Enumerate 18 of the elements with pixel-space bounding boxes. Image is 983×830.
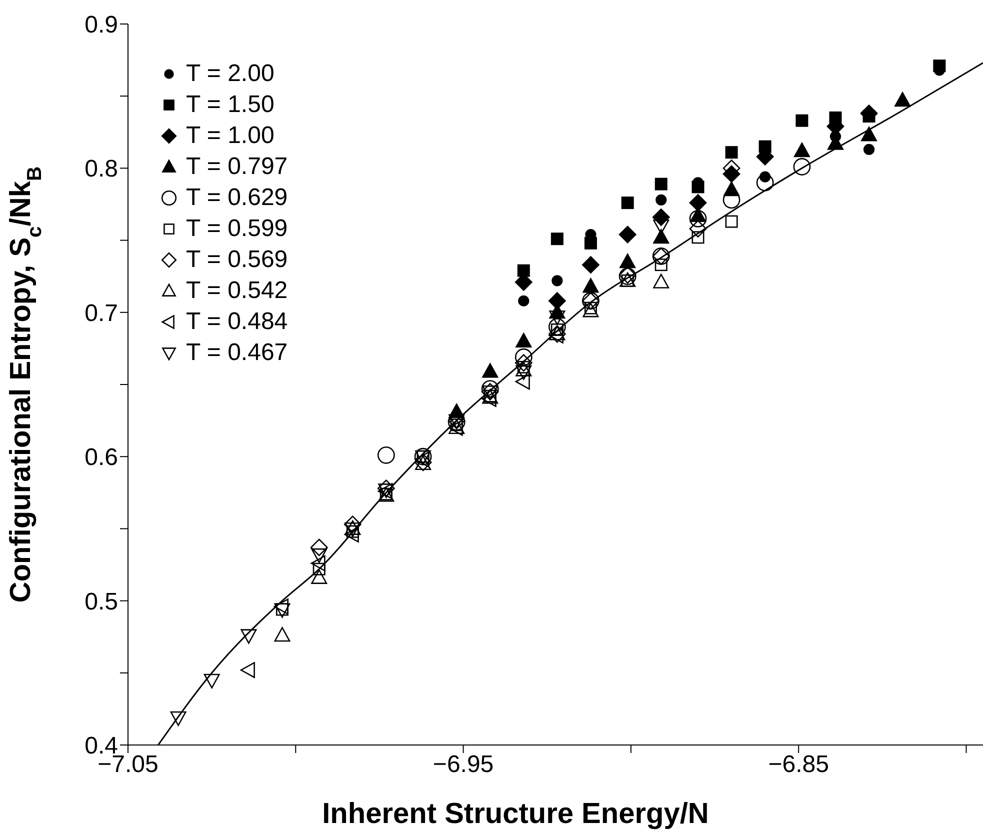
y-tick-label: 0.5 — [84, 588, 118, 616]
legend-label: T = 0.569 — [186, 245, 288, 275]
legend-label: T = 1.50 — [186, 90, 274, 120]
legend-label: T = 0.797 — [186, 152, 288, 182]
x-tick-label: −6.95 — [432, 751, 494, 778]
legend-label: T = 0.599 — [186, 214, 288, 244]
legend-label: T = 0.542 — [186, 276, 288, 306]
y-tick-label: 0.9 — [84, 12, 118, 39]
x-tick-label: −6.85 — [768, 751, 829, 778]
legend-label: T = 2.00 — [186, 59, 274, 89]
y-tick-label: 0.7 — [84, 300, 118, 327]
y-tick-label: 0.8 — [84, 156, 118, 183]
x-axis-title: Inherent Structure Energy/N — [322, 798, 709, 830]
legend-label: T = 0.484 — [186, 307, 288, 337]
y-tick-label: 0.6 — [84, 444, 118, 472]
legend-label: T = 1.00 — [186, 121, 274, 151]
legend-label: T = 0.467 — [186, 338, 288, 368]
legend-label: T = 0.629 — [186, 183, 288, 213]
